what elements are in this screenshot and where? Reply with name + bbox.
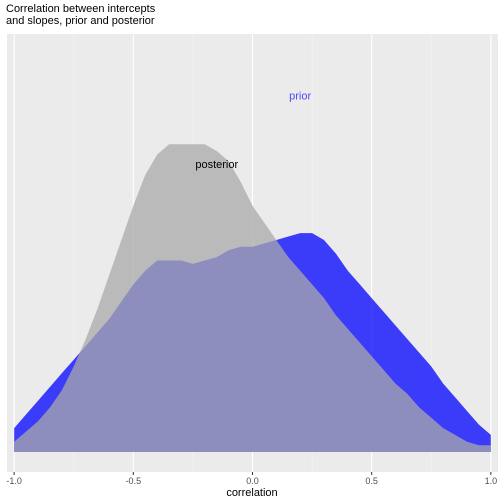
x-tick-label: 1.0 — [485, 476, 498, 486]
x-tick-label: -1.0 — [6, 476, 22, 486]
chart-title: Correlation between intercepts and slope… — [6, 3, 156, 27]
density-areas — [14, 144, 491, 452]
annotations: prior posterior — [195, 91, 311, 171]
x-tick-label: -0.5 — [126, 476, 142, 486]
x-axis-ticks: -1.0 -0.5 0.0 0.5 1.0 — [6, 472, 497, 486]
posterior-annotation: posterior — [195, 159, 238, 171]
prior-annotation: prior — [289, 91, 311, 103]
posterior-density-area — [14, 144, 491, 452]
x-axis-title: correlation — [226, 487, 277, 499]
x-tick-label: 0.5 — [365, 476, 378, 486]
x-tick-label: 0.0 — [246, 476, 259, 486]
